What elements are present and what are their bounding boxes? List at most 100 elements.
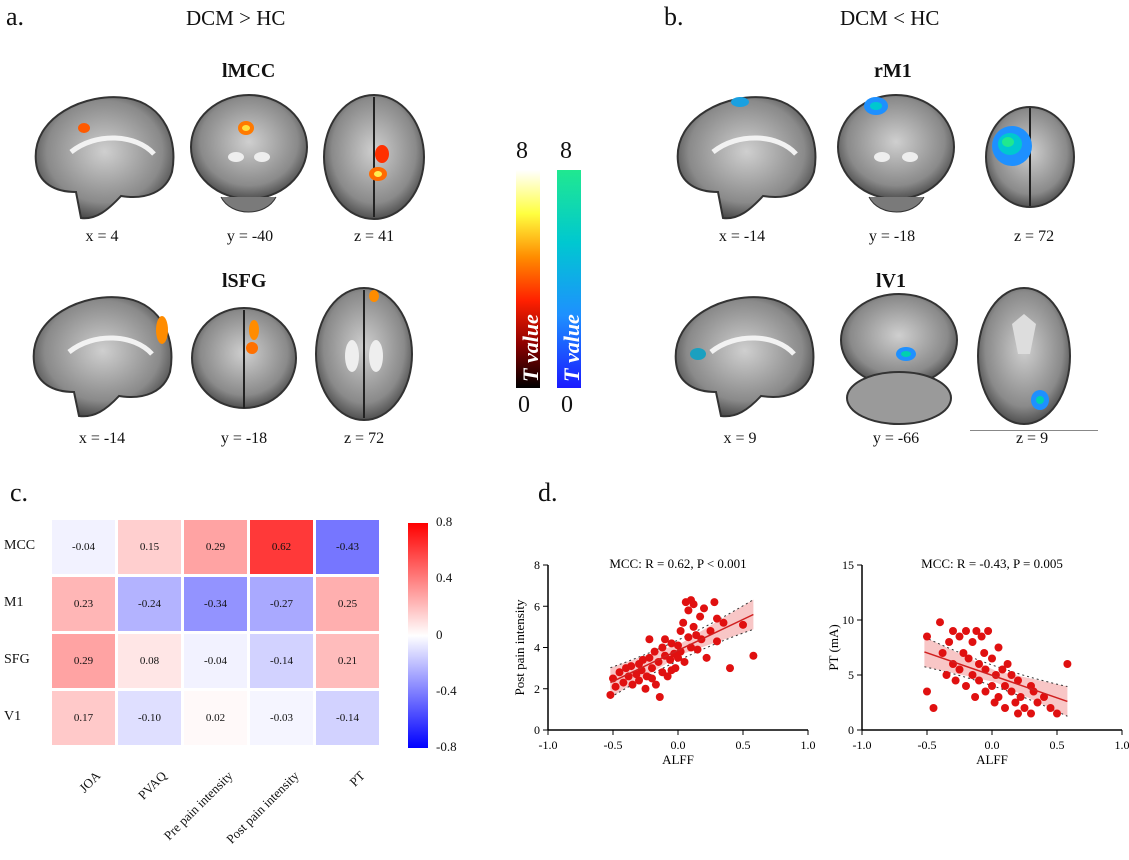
chart-title: MCC: R = 0.62, P < 0.001 bbox=[609, 556, 746, 571]
data-point bbox=[949, 627, 957, 635]
data-point bbox=[611, 682, 620, 691]
data-point bbox=[700, 604, 708, 613]
data-point bbox=[998, 665, 1007, 674]
panel-c-letter: c. bbox=[10, 478, 29, 507]
data-point bbox=[667, 639, 676, 648]
sagittal-slice-mcc bbox=[34, 96, 175, 220]
coord-label: z = 9 bbox=[1015, 430, 1049, 447]
data-point bbox=[1003, 660, 1012, 668]
scatter-plot-post-pain: -1.0 -0.5 0.0 0.5 1.0 0 2 4 6 8 ALFF Post pain inte… bbox=[512, 556, 816, 767]
data-point bbox=[923, 687, 931, 696]
coord-label: z = 41 bbox=[353, 228, 395, 245]
axial-slice-v1 bbox=[977, 287, 1071, 425]
data-point bbox=[655, 693, 664, 701]
region-title-rm1: rM1 bbox=[874, 60, 912, 82]
heatmap-cell: 0.29 bbox=[184, 520, 247, 574]
sagittal-slice-m1 bbox=[676, 96, 817, 220]
data-point bbox=[713, 614, 721, 623]
data-point bbox=[615, 668, 624, 677]
data-point bbox=[693, 645, 702, 654]
data-point bbox=[645, 653, 654, 662]
x-tick-label: 1.0 bbox=[1115, 738, 1129, 752]
heatmap-cell: -0.27 bbox=[250, 577, 313, 631]
heatmap-column-label: JOA bbox=[76, 768, 104, 796]
x-tick-label: -1.0 bbox=[853, 738, 872, 752]
data-point bbox=[1001, 704, 1009, 712]
data-point bbox=[980, 649, 989, 657]
data-point bbox=[968, 671, 977, 679]
hot-colorbar-label: T value bbox=[518, 314, 543, 382]
panel-a-letter: a. bbox=[6, 2, 25, 31]
data-point bbox=[988, 654, 996, 663]
heatmap-cell: -0.14 bbox=[316, 691, 379, 745]
coronal-slice-sfg bbox=[191, 307, 297, 409]
data-point bbox=[971, 693, 980, 701]
data-point bbox=[666, 655, 675, 664]
data-point bbox=[955, 632, 964, 641]
x-axis-label: ALFF bbox=[976, 752, 1008, 767]
heatmap-cell: -0.03 bbox=[250, 691, 313, 745]
coord-label: x = -14 bbox=[718, 228, 766, 245]
data-point bbox=[663, 672, 672, 681]
heatmap-cell: -0.10 bbox=[118, 691, 181, 745]
x-tick-label: 0.5 bbox=[1050, 738, 1065, 752]
data-point bbox=[679, 618, 688, 627]
data-point bbox=[684, 633, 693, 642]
x-tick-label: 0.0 bbox=[671, 738, 686, 752]
data-point bbox=[696, 612, 705, 621]
coord-label: y = -66 bbox=[872, 430, 920, 447]
coord-label: x = 9 bbox=[723, 430, 757, 447]
heatmap-cell: 0.23 bbox=[52, 577, 115, 631]
region-title-lv1: lV1 bbox=[876, 270, 906, 292]
heatmap-row-label: V1 bbox=[4, 709, 22, 724]
data-point bbox=[955, 665, 964, 674]
data-point bbox=[648, 674, 656, 683]
data-point bbox=[1016, 693, 1025, 701]
data-point bbox=[671, 664, 680, 673]
data-point bbox=[938, 649, 947, 657]
data-point bbox=[680, 657, 689, 666]
data-point bbox=[988, 682, 996, 690]
data-point bbox=[1040, 693, 1048, 701]
heatmap-colorbar: 0.8 0.4 0 -0.4 -0.8 bbox=[408, 514, 457, 754]
data-point bbox=[658, 643, 667, 652]
heatmap-cell: -0.14 bbox=[250, 634, 313, 688]
data-point bbox=[964, 654, 973, 663]
coord-label: z = 72 bbox=[1013, 228, 1055, 245]
data-point bbox=[661, 635, 669, 644]
hot-colorbar-min: 0 bbox=[518, 392, 530, 418]
data-point bbox=[619, 678, 628, 687]
x-tick-label: -1.0 bbox=[539, 738, 558, 752]
heatmap-row-label: MCC bbox=[4, 538, 36, 553]
heatmap-cell: -0.24 bbox=[118, 577, 181, 631]
data-point bbox=[1053, 709, 1061, 718]
y-tick-label: 5 bbox=[848, 668, 854, 682]
y-tick-label: 2 bbox=[534, 682, 540, 696]
data-point bbox=[977, 632, 986, 641]
heatmap-cell: -0.43 bbox=[316, 520, 379, 574]
data-point bbox=[1046, 704, 1055, 712]
sagittal-slice-v1 bbox=[674, 296, 815, 418]
data-point bbox=[1014, 676, 1022, 685]
data-point bbox=[959, 649, 968, 657]
heatmap-column-label: PVAQ bbox=[135, 768, 170, 803]
data-point bbox=[713, 637, 721, 646]
fit-line bbox=[610, 613, 754, 684]
data-point bbox=[689, 600, 698, 609]
chart-title: MCC: R = -0.43, P = 0.005 bbox=[921, 556, 1063, 571]
correlation-heatmap: -0.04 0.15 0.29 0.62 -0.43 MCC 0.23 -0.24 -0.34-… bbox=[4, 520, 382, 847]
heatmap-colorbar-tick: 0.4 bbox=[436, 570, 453, 586]
data-point bbox=[676, 627, 685, 635]
scatter-plot-pt: -1.0 -0.5 0.0 0.5 1.0 0 5 10 15 ALFF PT (mA) MCC: R… bbox=[826, 556, 1129, 767]
data-point bbox=[994, 693, 1003, 701]
heatmap-cell: -0.34 bbox=[184, 577, 247, 631]
heatmap-colorbar-tick: 0.8 bbox=[436, 514, 453, 529]
data-point bbox=[942, 671, 951, 679]
data-point bbox=[628, 680, 637, 689]
heatmap-cell: 0.02 bbox=[184, 691, 247, 745]
data-point bbox=[1011, 698, 1020, 707]
data-point bbox=[674, 641, 682, 650]
heatmap-cell: 0.25 bbox=[316, 577, 379, 631]
data-point bbox=[702, 653, 711, 662]
data-point bbox=[1014, 709, 1022, 718]
